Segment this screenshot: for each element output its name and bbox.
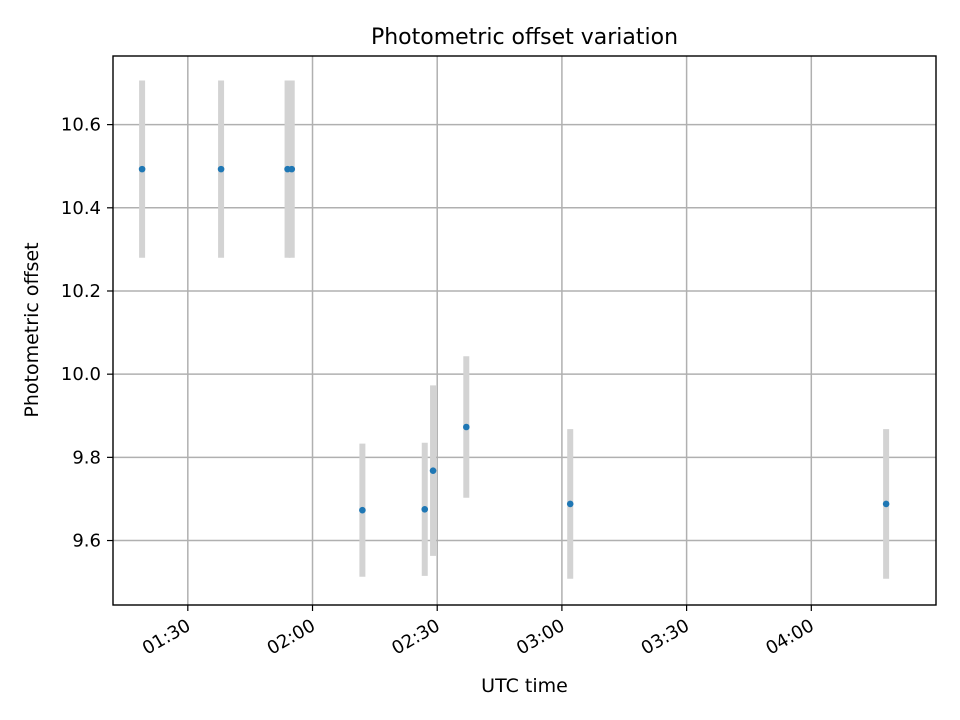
data-points bbox=[138, 165, 890, 514]
data-point bbox=[463, 423, 470, 431]
y-tick-label: 10.0 bbox=[61, 364, 101, 385]
y-axis-label: Photometric offset bbox=[21, 242, 43, 417]
data-point bbox=[429, 467, 437, 474]
data-point bbox=[288, 165, 296, 173]
data-point bbox=[421, 506, 429, 513]
chart-title: Photometric offset variation bbox=[371, 25, 678, 50]
plot-frame bbox=[112, 55, 937, 606]
y-tick-label: 10.6 bbox=[61, 115, 101, 136]
data-point bbox=[566, 500, 574, 508]
y-tick-label: 9.8 bbox=[72, 447, 101, 468]
data-point bbox=[217, 165, 225, 173]
x-axis-label: UTC time bbox=[481, 675, 568, 697]
y-tick-label: 9.6 bbox=[72, 531, 101, 552]
data-point bbox=[359, 506, 366, 514]
data-point bbox=[882, 500, 890, 508]
y-axis: 9.6 9.8 10.0 10.2 10.4 10.6 bbox=[61, 115, 113, 552]
y-tick-label: 10.2 bbox=[61, 281, 101, 302]
data-point bbox=[138, 165, 146, 173]
grid bbox=[113, 56, 936, 605]
y-tick-label: 10.4 bbox=[61, 198, 101, 219]
